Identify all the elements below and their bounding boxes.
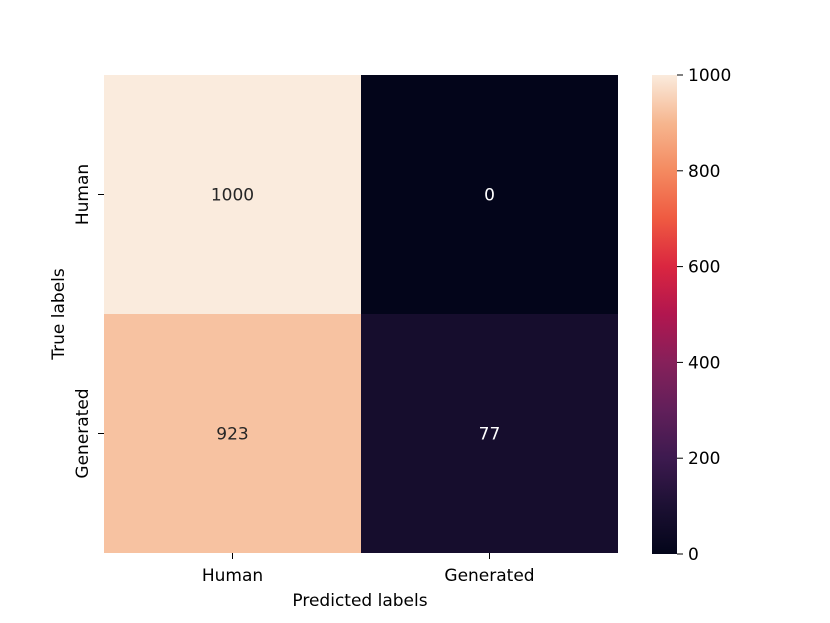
heatmap-cells — [104, 75, 618, 553]
colorbar-tick-label: 1000 — [688, 66, 731, 86]
y-axis-ticks: Human Generated — [73, 164, 104, 479]
x-axis-ticks: Human Generated — [202, 553, 535, 586]
heatmap-cell — [361, 314, 618, 553]
x-tick-label: Generated — [444, 566, 534, 586]
cell-value-label: 77 — [479, 425, 501, 445]
heatmap-cell — [104, 314, 361, 553]
cell-value-label: 0 — [484, 186, 495, 206]
cell-value-label: 923 — [216, 425, 248, 445]
y-axis-label: True labels — [49, 268, 69, 361]
colorbar-tick-label: 800 — [688, 162, 720, 182]
x-axis-label: Predicted labels — [292, 591, 427, 611]
colorbar-tick-label: 600 — [688, 258, 720, 278]
colorbar-tick-label: 200 — [688, 449, 720, 469]
heatmap-cell — [361, 75, 618, 314]
heatmap-cell — [104, 75, 361, 314]
y-tick-label: Generated — [73, 388, 93, 478]
x-tick-label: Human — [202, 566, 263, 586]
colorbar-tick-label: 0 — [688, 545, 699, 565]
cell-value-labels: 1000 0 923 77 — [211, 186, 500, 445]
y-tick-label: Human — [73, 164, 93, 225]
colorbar — [652, 75, 677, 554]
cell-value-label: 1000 — [211, 186, 254, 206]
colorbar-ticks: 0 200 400 600 800 1000 — [677, 66, 731, 565]
colorbar-tick-label: 400 — [688, 353, 720, 373]
